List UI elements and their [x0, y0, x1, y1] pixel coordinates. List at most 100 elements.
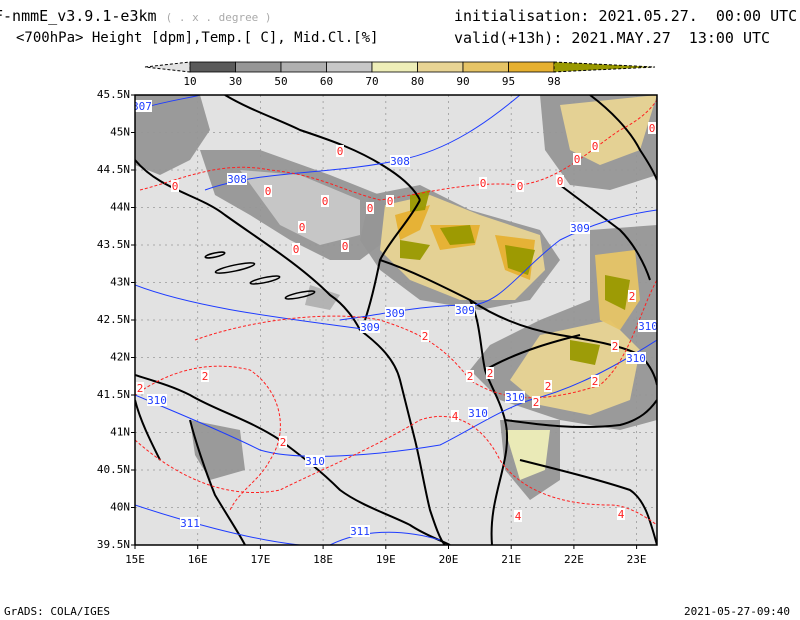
temperature-contour-label: 2	[467, 370, 474, 383]
temperature-contour-label: 0	[480, 177, 487, 190]
height-label-bg	[135, 100, 152, 112]
island-outline	[214, 262, 256, 274]
lat-label: 44.5N	[97, 163, 130, 176]
height-contour-label: 307	[132, 100, 152, 113]
temp-label-bg	[279, 436, 287, 448]
cloud-area	[505, 245, 535, 275]
temperature-contour-label: 2	[629, 290, 636, 303]
height-label-bg	[227, 173, 247, 185]
height-contour-label: 309	[455, 304, 475, 317]
temperature-contour-label: 2	[533, 396, 540, 409]
temperature-contour-label: 4	[515, 510, 522, 523]
lat-label: 43.5N	[97, 238, 130, 251]
cloud-area	[395, 205, 430, 240]
colorbar-label: 10	[183, 75, 196, 88]
height-contour-label: 311	[180, 517, 200, 530]
colorbar-label: 50	[274, 75, 287, 88]
temperature-contour-label: 2	[487, 367, 494, 380]
lon-label: 22E	[564, 553, 584, 566]
initialisation-time: initialisation: 2021.05.27. 00:00 UTC	[454, 7, 798, 25]
height-contour	[329, 531, 441, 545]
border-line	[504, 399, 657, 429]
lon-label: 15E	[125, 553, 145, 566]
height-contour-label: 309	[360, 321, 380, 334]
lat-label: 42.5N	[97, 313, 130, 326]
temp-label-bg	[486, 367, 494, 379]
cloud-area	[440, 225, 475, 245]
temp-label-bg	[556, 175, 564, 187]
temperature-contour-label: 0	[299, 221, 306, 234]
temperature-contour-label: 2	[545, 380, 552, 393]
temperature-contour-label: 0	[337, 145, 344, 158]
temperature-contour-label: 0	[367, 202, 374, 215]
temperature-contour-label: 0	[387, 195, 394, 208]
temp-label-bg	[451, 410, 459, 422]
temperature-contour	[139, 99, 657, 201]
height-contour-label: 309	[385, 307, 405, 320]
border-line	[224, 95, 421, 201]
temperature-contour-label: 4	[618, 508, 625, 521]
lon-label: 17E	[250, 553, 270, 566]
temp-label-bg	[532, 396, 540, 408]
lon-label: 20E	[439, 553, 459, 566]
height-contour-label: 310	[147, 394, 167, 407]
height-label-bg	[350, 525, 370, 537]
weather-map: 307 308 308 309 309 309 309 310 310 310 310 310 310 3…	[97, 88, 658, 566]
border-line	[359, 329, 446, 545]
border-line	[589, 95, 657, 181]
temperature-contour-label: 2	[280, 436, 287, 449]
height-label-bg	[305, 455, 325, 467]
height-contour	[135, 504, 301, 545]
valid-time: valid(+13h): 2021.MAY.27 13:00 UTC	[454, 29, 771, 47]
height-label-bg	[147, 394, 167, 406]
temperature-contour-label: 0	[322, 195, 329, 208]
temp-label-bg	[611, 340, 619, 352]
height-contour-label: 311	[350, 525, 370, 538]
border-line	[135, 399, 161, 461]
height-label-bg	[505, 391, 525, 403]
colorbar-label: 95	[502, 75, 515, 88]
temp-label-bg	[421, 330, 429, 342]
cloud-area	[135, 95, 210, 175]
temp-label-bg	[591, 375, 599, 387]
cloud-area	[400, 240, 430, 260]
temperature-contour	[135, 415, 657, 526]
height-contour-label: 309	[570, 222, 590, 235]
height-contour-label: 310	[468, 407, 488, 420]
colorbar-label: 80	[411, 75, 424, 88]
model-title: F-nmmE_v3.9.1-e3km ( . x . degree )	[0, 8, 272, 26]
temperature-contour-label: 2	[137, 382, 144, 395]
height-label-bg	[455, 304, 475, 316]
height-contour-label: 308	[227, 173, 247, 186]
temp-label-bg	[516, 180, 524, 192]
temperature-contour-label: 0	[342, 240, 349, 253]
height-contour-label: 310	[505, 391, 525, 404]
temp-label-bg	[341, 240, 349, 252]
lat-label: 43N	[110, 276, 130, 289]
height-label-bg	[385, 307, 405, 319]
temp-label-bg	[136, 382, 144, 394]
island-outline	[249, 275, 281, 285]
temperature-contour-label: 0	[557, 175, 564, 188]
temp-label-bg	[321, 195, 329, 207]
temperature-contour-label: 0	[574, 153, 581, 166]
height-label-bg	[180, 517, 200, 529]
lat-label: 41.5N	[97, 388, 130, 401]
lat-label: 41N	[110, 426, 130, 439]
lon-label: 16E	[188, 553, 208, 566]
cloud-area	[505, 430, 550, 480]
temperature-contour-label: 0	[265, 185, 272, 198]
temp-label-bg	[514, 510, 522, 522]
colorbar-label: 70	[365, 75, 378, 88]
temperature-contour-label: 0	[517, 180, 524, 193]
temp-label-bg	[648, 122, 656, 134]
lat-label: 40N	[110, 501, 130, 514]
temp-label-bg	[628, 290, 636, 302]
map-layers: 307 308 308 309 309 309 309 310 310 310 310 310 310 3…	[132, 95, 657, 545]
colorbar-over-triangle	[553, 61, 656, 73]
temperature-contour-label: 2	[202, 370, 209, 383]
footer-timestamp: 2021-05-27-09:40	[684, 605, 790, 618]
lat-label: 45N	[110, 126, 130, 139]
temp-label-bg	[336, 145, 344, 157]
lat-label: 45.5N	[97, 88, 130, 101]
